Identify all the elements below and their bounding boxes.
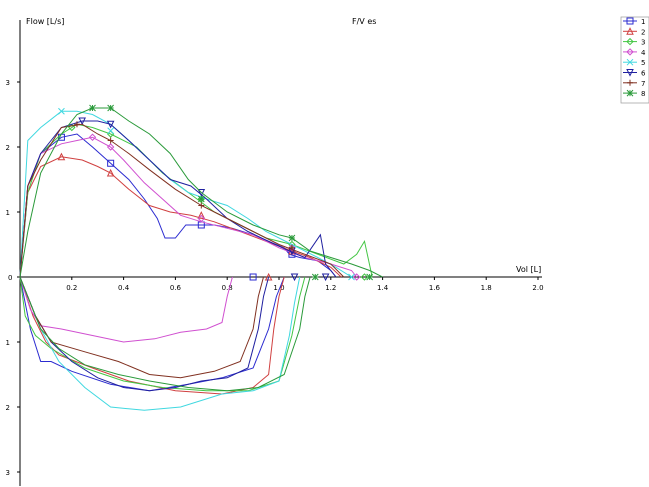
triangle-down-marker [321,273,330,282]
series-1 [19,133,337,392]
asterisk-marker [311,273,319,281]
series-3 [19,123,373,392]
legend-item-3: 3 [623,37,645,47]
series-5-inspiratory-line [19,276,301,411]
triangle-up-marker [264,272,273,281]
series-7-expiratory-line [19,123,345,278]
legend-label: 1 [641,18,645,26]
triangle-down-marker [106,120,115,129]
x-marker [58,107,65,115]
legend-item-8: 8 [623,89,645,98]
series-layer [19,104,383,411]
series-2-inspiratory-line [19,276,285,395]
square-marker [626,17,634,25]
x-marker [107,127,115,135]
series-4 [19,133,361,343]
asterisk-marker [197,195,205,203]
series-6 [19,117,337,392]
plus-marker [107,137,114,144]
triangle-up-marker [57,152,66,161]
plus-marker [627,79,633,86]
legend-item-2: 2 [623,27,645,36]
x-tick-label: 0.6 [170,284,182,292]
triangle-down-marker [197,189,206,197]
x-marker [626,58,634,66]
legend-label: 4 [641,49,646,57]
legend-item-1: 1 [623,17,645,26]
axes: Flow [L/s] F/V es Vol [L] 0 [8,17,542,486]
plus-marker [73,121,80,128]
y-axis-label: Flow [L/s] [26,17,64,26]
x-tick-label: 2.0 [532,284,543,292]
series-8-inspiratory-line [19,276,311,392]
diamond-marker [352,273,361,281]
diamond-marker [197,214,206,223]
triangle-down-marker [626,69,634,77]
y-tick-label: 2 [6,404,10,412]
triangle-up-marker [197,211,206,219]
diamond-marker [106,143,115,151]
ticks: 0.2 0.4 0.6 0.8 1.0 1.2 1.4 1.6 1.8 2.0 3 2 1 1 2 3 [6,79,544,477]
legend-label: 8 [641,90,645,98]
origin-label: 0 [8,274,12,282]
series-5 [19,107,355,411]
x-tick-label: 1.6 [429,284,441,292]
legend-item-4: 4 [623,48,646,57]
diamond-marker [626,48,634,56]
series-7 [19,121,345,379]
x-tick-label: 0.8 [222,284,233,292]
series-1-inspiratory-line [19,276,285,392]
series-8 [19,104,383,392]
legend-label: 5 [641,59,645,67]
square-marker [107,159,115,167]
series-6-expiratory-line [19,120,337,278]
legend-label: 7 [641,80,645,88]
legend-item-7: 7 [623,79,645,88]
series-5-expiratory-line [19,110,352,278]
series-7-inspiratory-line [19,276,264,379]
series-1-expiratory-line [19,133,337,278]
asterisk-marker [366,273,374,281]
x-tick-label: 1.2 [325,284,336,292]
series-4-inspiratory-line [19,276,233,343]
x-axis-label: Vol [L] [516,265,541,274]
legend-item-5: 5 [623,58,645,67]
chart-title: F/V es [352,17,376,26]
triangle-up-marker [106,168,115,177]
x-tick-label: 1.8 [481,284,492,292]
legend-label: 2 [641,28,645,36]
legend-label: 3 [641,39,645,47]
x-tick-label: 0.4 [118,284,130,292]
diamond-marker [88,133,97,141]
series-6-inspiratory-line [19,276,270,392]
asterisk-marker [626,89,634,97]
asterisk-marker [288,234,296,242]
square-marker [249,273,257,281]
legend: 1 2 3 4 5 6 7 8 [620,16,649,104]
plus-marker [198,202,205,209]
x-tick-label: 0.2 [66,284,77,292]
asterisk-marker [107,104,115,112]
y-tick-label: 3 [6,469,10,477]
y-tick-label: 2 [6,144,10,152]
diamond-marker [626,37,634,46]
legend-item-6: 6 [623,69,646,78]
series-2-expiratory-line [19,156,342,278]
y-tick-label: 3 [6,79,10,87]
series-8-expiratory-line [19,107,383,278]
asterisk-marker [89,104,96,112]
triangle-down-marker [78,117,86,126]
series-3-inspiratory-line [19,276,306,392]
triangle-down-marker [290,273,299,282]
x-tick-label: 1.0 [273,284,284,292]
x-marker [348,273,355,281]
legend-label: 6 [641,70,646,78]
diamond-marker [360,273,369,281]
x-tick-label: 1.4 [377,284,389,292]
plus-marker [288,244,295,251]
triangle-up-marker [626,27,634,35]
y-tick-label: 1 [6,209,10,217]
y-tick-label: 1 [6,339,10,347]
